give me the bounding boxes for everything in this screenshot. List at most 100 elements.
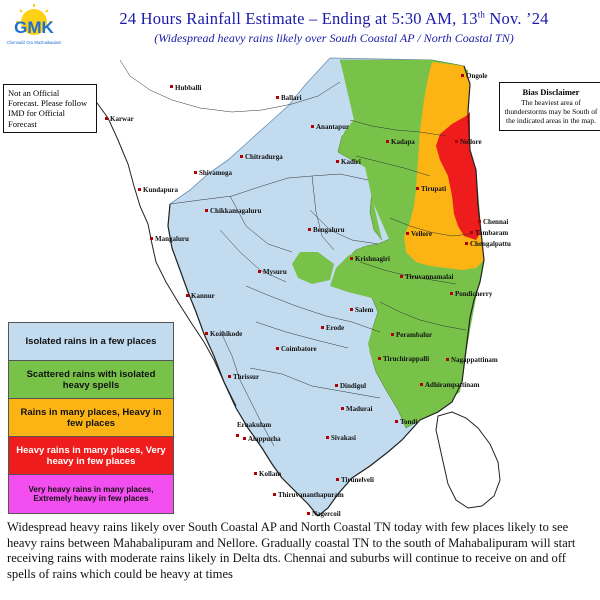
city-marker: [478, 220, 481, 223]
map-subtitle: (Widespread heavy rains likely over Sout…: [154, 31, 514, 45]
city-marker: [455, 140, 458, 143]
city-marker: [311, 125, 314, 128]
city-tiruvannamalai: Tiruvannamalai: [405, 273, 454, 281]
city-erode: Erode: [326, 324, 344, 332]
city-marker: [308, 228, 311, 231]
city-marker: [400, 275, 403, 278]
city-marker: [138, 188, 141, 191]
disclaimer-note: Not an Official Forecast. Please follow …: [3, 84, 97, 133]
city-marker: [450, 292, 453, 295]
city-marker: [105, 117, 108, 120]
city-kadapa: Kadapa: [391, 138, 415, 146]
legend-item-very-heavy: Very heavy rains in many places, Extreme…: [9, 475, 173, 513]
city-tiruchirappalli: Tiruchirappalli: [383, 355, 429, 363]
city-mysuru: Mysuru: [263, 268, 287, 276]
city-ballari: Ballari: [281, 94, 302, 102]
city-marker: [336, 478, 339, 481]
city-kollam: Kollam: [259, 470, 281, 478]
city-marker: [258, 270, 261, 273]
city-anantapur: Anantapur: [316, 123, 349, 131]
legend-item-heavy: Heavy rains in many places, Very heavy i…: [9, 437, 173, 475]
city-ernakulam: Ernakulam: [237, 421, 271, 429]
city-tambaram: Tambaram: [475, 229, 508, 237]
city-marker: [350, 257, 353, 260]
city-marker: [276, 96, 279, 99]
city-marker: [336, 160, 339, 163]
city-marker: [321, 326, 324, 329]
city-marker: [240, 155, 243, 158]
city-marker: [150, 237, 153, 240]
logo-text: GMK: [14, 18, 54, 37]
city-marker: [236, 434, 239, 437]
city-marker: [228, 375, 231, 378]
city-alappuzha: Alappuzha: [248, 435, 281, 443]
city-marker: [391, 333, 394, 336]
gmk-logo: GMK Chennaiiil Oru Mazhaikaalam: [2, 2, 66, 54]
city-marker: [386, 140, 389, 143]
legend-item-isolated: Isolated rains in a few places: [9, 323, 173, 361]
city-nagappattinam: Nagappattinam: [451, 356, 498, 364]
city-marker: [461, 74, 464, 77]
city-chennai: Chennai: [483, 218, 508, 226]
city-kozhikode: Kozhikode: [210, 330, 242, 338]
city-chengalpattu: Chengalpattu: [470, 240, 511, 248]
map-title: 24 Hours Rainfall Estimate – Ending at 5…: [119, 9, 549, 28]
sun-icon: [21, 9, 47, 35]
city-chikkamagaluru: Chikkamagaluru: [210, 207, 261, 215]
city-chitradurga: Chitradurga: [245, 153, 283, 161]
city-nagercoil: Nagercoil: [312, 510, 341, 518]
city-marker: [273, 493, 276, 496]
city-marker: [446, 358, 449, 361]
city-marker: [341, 407, 344, 410]
city-adhirampattinam: Adhirampattinam: [425, 381, 480, 389]
city-bengaluru: Bengaluru: [313, 226, 345, 234]
city-marker: [243, 437, 246, 440]
city-salem: Salem: [355, 306, 373, 314]
bias-disclaimer-heading: Bias Disclaimer: [522, 87, 580, 97]
city-marker: [170, 85, 173, 88]
sri-lanka: [435, 411, 501, 509]
city-mangaluru: Mangaluru: [155, 235, 189, 243]
city-marker: [205, 209, 208, 212]
city-krishnagiri: Krishnagiri: [355, 255, 390, 263]
city-marker: [254, 472, 257, 475]
city-marker: [395, 420, 398, 423]
forecast-caption: Widespread heavy rains likely over South…: [7, 520, 576, 582]
city-tondi: Tondi: [400, 418, 417, 426]
city-marker: [186, 294, 189, 297]
city-pondicherry: Pondicherry: [455, 290, 493, 298]
city-marker: [335, 384, 338, 387]
city-marker: [406, 232, 409, 235]
legend: Isolated rains in a few places Scattered…: [8, 322, 174, 514]
city-marker: [350, 308, 353, 311]
city-marker: [326, 436, 329, 439]
city-perambalur: Perambalur: [396, 331, 432, 339]
city-kannur: Kannur: [191, 292, 215, 300]
city-vellore: Vellore: [411, 230, 432, 238]
legend-item-scattered: Scattered rains with isolated heavy spel…: [9, 361, 173, 399]
city-karwar: Karwar: [110, 115, 134, 123]
city-kundapura: Kundapura: [143, 186, 179, 194]
bias-disclaimer-body: The heaviest area of thunderstorms may b…: [504, 98, 598, 125]
city-marker: [307, 512, 310, 515]
city-dindigul: Dindigul: [340, 382, 366, 390]
city-thiruvananthapuram: Thiruvananthapuram: [278, 491, 344, 499]
city-marker: [378, 357, 381, 360]
city-kadiri: Kadiri: [341, 158, 361, 166]
legend-item-many-places: Rains in many places, Heavy in few place…: [9, 399, 173, 437]
city-sivakasi: Sivakasi: [331, 434, 356, 442]
city-marker: [420, 383, 423, 386]
city-marker: [194, 171, 197, 174]
city-shivamoga: Shivamoga: [199, 169, 233, 177]
city-marker: [465, 242, 468, 245]
city-hubballi: Hubballi: [175, 84, 202, 92]
city-nellore: Nellore: [460, 138, 482, 146]
city-coimbatore: Coimbatore: [281, 345, 317, 353]
city-thrissur: Thrissur: [233, 373, 259, 381]
city-marker: [205, 332, 208, 335]
city-marker: [416, 187, 419, 190]
city-ongole: Ongole: [466, 72, 487, 80]
city-tirupati: Tirupati: [421, 185, 446, 193]
bias-disclaimer: Bias Disclaimer The heaviest area of thu…: [499, 82, 600, 131]
